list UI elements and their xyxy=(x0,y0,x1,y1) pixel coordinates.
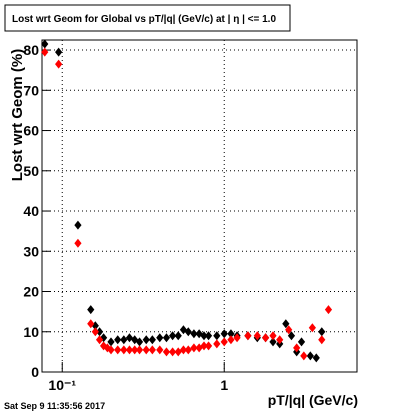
plot-frame xyxy=(41,39,358,373)
data-point xyxy=(213,339,221,349)
footer-date: Sat Sep 9 11:35:56 2017 xyxy=(4,401,105,411)
data-point xyxy=(233,333,241,343)
data-point xyxy=(142,345,150,355)
data-point xyxy=(87,319,95,329)
data-point xyxy=(156,345,164,355)
data-point xyxy=(190,343,198,353)
data-point xyxy=(204,331,213,341)
data-point xyxy=(200,341,208,351)
data-point xyxy=(312,353,320,363)
chart-title: Lost wrt Geom for Global vs pT/|q| (GeV/… xyxy=(12,14,276,25)
data-point xyxy=(269,331,277,341)
x-tick-label: 1 xyxy=(220,377,228,393)
y-tick-label: 50 xyxy=(23,163,39,179)
data-point xyxy=(184,327,192,337)
data-point xyxy=(306,351,314,361)
data-point xyxy=(120,335,128,345)
data-point xyxy=(125,345,134,355)
data-point xyxy=(168,347,177,357)
data-point xyxy=(148,345,156,355)
data-point xyxy=(179,345,188,355)
data-point xyxy=(74,238,82,248)
data-point xyxy=(213,331,221,341)
data-point xyxy=(276,335,284,345)
data-point xyxy=(174,331,182,341)
data-point xyxy=(220,337,228,347)
title-box xyxy=(4,4,291,32)
data-point xyxy=(269,337,277,347)
data-point xyxy=(184,345,192,355)
data-point xyxy=(285,325,293,335)
data-point xyxy=(135,345,144,355)
y-tick-label: 70 xyxy=(23,82,39,98)
data-point xyxy=(227,329,235,339)
y-axis-label: Lost wrt Geom (%) xyxy=(9,49,26,182)
data-point xyxy=(253,331,261,341)
data-point xyxy=(55,47,63,57)
data-point xyxy=(297,337,306,347)
data-point xyxy=(168,331,177,341)
data-point xyxy=(142,335,150,345)
data-point xyxy=(95,327,104,337)
y-tick-label: 60 xyxy=(23,123,39,139)
y-tick-label: 10 xyxy=(23,324,39,340)
data-point xyxy=(190,329,198,339)
data-point xyxy=(227,335,235,345)
data-point xyxy=(41,39,49,49)
data-point xyxy=(324,305,333,315)
data-point xyxy=(287,331,296,341)
data-point xyxy=(135,337,144,347)
data-point xyxy=(318,335,326,345)
data-point xyxy=(162,347,171,357)
data-point xyxy=(293,343,301,353)
y-tick-label: 30 xyxy=(23,243,39,259)
data-point xyxy=(107,337,115,347)
data-point xyxy=(261,333,270,343)
data-point xyxy=(55,59,63,69)
data-point xyxy=(282,319,290,329)
data-point xyxy=(131,345,139,355)
data-point xyxy=(204,341,213,351)
y-tick-label: 80 xyxy=(23,42,39,58)
y-tick-label: 20 xyxy=(23,284,39,300)
data-point xyxy=(87,305,95,315)
data-point xyxy=(156,333,164,343)
x-axis-label: pT/|q| (GeV/c) xyxy=(268,392,358,408)
data-point xyxy=(114,345,122,355)
data-point xyxy=(148,335,156,345)
data-point xyxy=(200,331,208,341)
data-point xyxy=(41,47,49,57)
x-tick-label: 10⁻¹ xyxy=(48,377,76,393)
data-point xyxy=(107,345,115,355)
y-tick-label: 40 xyxy=(23,203,39,219)
data-point xyxy=(162,333,171,343)
data-point xyxy=(244,331,252,341)
data-point xyxy=(114,335,122,345)
data-point xyxy=(125,333,134,343)
data-point xyxy=(174,347,182,357)
data-point xyxy=(91,327,99,337)
data-point xyxy=(95,335,104,345)
y-tick-label: 0 xyxy=(31,364,39,380)
data-point xyxy=(74,220,82,230)
data-point xyxy=(120,345,128,355)
data-point xyxy=(308,323,316,333)
data-point xyxy=(300,351,308,361)
data-point xyxy=(220,329,228,339)
data-point xyxy=(318,327,326,337)
